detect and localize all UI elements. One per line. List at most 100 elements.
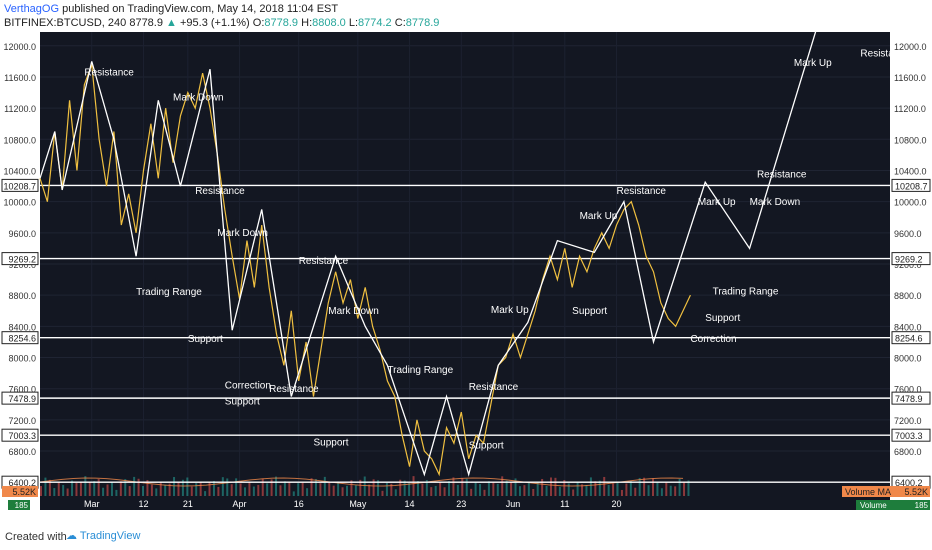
- volume-bar: [421, 483, 424, 496]
- volume-bar: [288, 481, 291, 496]
- y-tick-label-right: 10800.0: [894, 135, 927, 145]
- volume-bar: [75, 482, 78, 496]
- volume-bar: [527, 482, 530, 496]
- volume-bar: [57, 481, 60, 496]
- volume-bar: [669, 485, 672, 496]
- annotation-label: Mark Up: [491, 305, 529, 316]
- volume-bar: [275, 476, 278, 496]
- volume-bar: [612, 483, 615, 496]
- y-tick-label-right: 7200.0: [894, 416, 922, 426]
- volume-bar: [607, 484, 610, 496]
- volume-ma-value-left: 5.52K: [12, 487, 36, 497]
- annotation-label: Resistance: [299, 256, 349, 267]
- tradingview-logo[interactable]: ☁ TradingView: [66, 530, 141, 542]
- level-box-left: [1, 428, 39, 442]
- annotation-label: Mark Down: [750, 197, 801, 208]
- volume-ma-value-right: 5.52K: [904, 487, 928, 497]
- y-tick-label-right: 11600.0: [894, 73, 926, 83]
- volume-bar: [660, 488, 663, 496]
- volume-bar: [492, 482, 495, 496]
- y-tick-label-right: 8000.0: [894, 354, 922, 364]
- x-tick-label: 16: [294, 499, 304, 509]
- x-tick-label: 11: [560, 499, 569, 509]
- volume-bar: [155, 488, 158, 496]
- volume-bar: [368, 484, 371, 496]
- last-price: 8778.9: [129, 17, 163, 29]
- volume-bar: [328, 482, 331, 496]
- volume-bar: [563, 480, 566, 496]
- x-tick-label: May: [349, 499, 367, 509]
- volume-bar: [168, 483, 171, 496]
- volume-bar: [532, 489, 535, 496]
- volume-bar: [199, 482, 202, 496]
- volume-bar: [226, 478, 229, 496]
- annotation-label: Trading Range: [713, 286, 779, 297]
- volume-bar: [306, 488, 309, 496]
- tradingview-brand: TradingView: [79, 530, 141, 542]
- volume-bar: [603, 476, 606, 496]
- volume-bar: [638, 477, 641, 496]
- volume-bar: [244, 487, 246, 496]
- x-tick-label: Mar: [84, 499, 100, 509]
- author-link[interactable]: VerthagOG: [4, 3, 60, 15]
- volume-bar: [439, 481, 442, 496]
- volume-bar: [195, 483, 198, 496]
- price-chart[interactable]: 12000.0 12000.0 11600.0 11600.0 11200.0 11200…: [0, 32, 932, 526]
- volume-bar: [341, 487, 344, 496]
- volume-bar: [674, 486, 677, 496]
- annotation-label: Mark Down: [328, 306, 379, 317]
- published-text: published on TradingView.com, May 14, 20…: [59, 3, 339, 15]
- volume-bar: [217, 486, 220, 496]
- open-value: 8778.9: [264, 17, 299, 29]
- volume-bar: [399, 479, 402, 496]
- volume-bar: [363, 476, 366, 496]
- volume-bar: [567, 483, 570, 496]
- volume-bar: [297, 483, 300, 496]
- annotation-label: Resistance: [757, 169, 807, 180]
- volume-bar: [541, 478, 544, 496]
- volume-bar: [354, 485, 357, 496]
- price-line: [39, 64, 691, 477]
- y-tick-label-left: 7600.0: [8, 385, 36, 395]
- y-tick-label-right: 6800.0: [894, 447, 922, 457]
- volume-bar: [133, 476, 136, 496]
- volume-bar: [518, 486, 521, 496]
- volume-bar: [266, 483, 269, 496]
- volume-bar: [505, 480, 508, 496]
- low-value: 8774.2: [358, 17, 392, 29]
- volume-bar: [314, 479, 317, 496]
- volume-bar: [452, 477, 455, 496]
- volume-bar: [634, 487, 637, 496]
- volume-bar: [408, 483, 411, 496]
- level-box-right: [891, 391, 931, 405]
- level-box-left: [1, 331, 39, 345]
- volume-bar: [416, 481, 419, 496]
- annotation-label: Resistance: [469, 382, 519, 393]
- volume-bar: [456, 484, 459, 496]
- volume-bar: [576, 482, 579, 496]
- y-tick-label-right: 10000.0: [894, 198, 927, 208]
- y-tick-label-left: 10800.0: [3, 135, 36, 145]
- volume-bar: [647, 485, 650, 496]
- x-tick-label: 23: [456, 499, 466, 509]
- annotation-label: Support: [225, 396, 260, 407]
- volume-bar: [337, 481, 340, 496]
- volume-bar: [448, 481, 450, 496]
- volume-bar: [177, 482, 180, 496]
- level-label-left: 9269.2: [8, 255, 36, 265]
- volume-bar: [40, 486, 42, 496]
- volume-bar: [346, 485, 348, 496]
- volume-bar: [88, 481, 91, 496]
- volume-bar: [301, 482, 304, 496]
- annotation-label: Mark Down: [217, 228, 268, 239]
- volume-bar: [523, 485, 526, 496]
- symbol-line: BITFINEX:BTCUSD, 240 8778.9 ▲ +95.3 (+1.…: [4, 17, 439, 29]
- volume-bar: [430, 487, 433, 496]
- level-label-right: 6400.2: [895, 478, 923, 488]
- volume-bar: [465, 478, 468, 496]
- volume-bar: [48, 479, 51, 496]
- volume-bar: [239, 483, 242, 496]
- level-box-right: [891, 428, 931, 442]
- level-label-right: 9269.2: [895, 255, 923, 265]
- volume-bar: [310, 478, 313, 496]
